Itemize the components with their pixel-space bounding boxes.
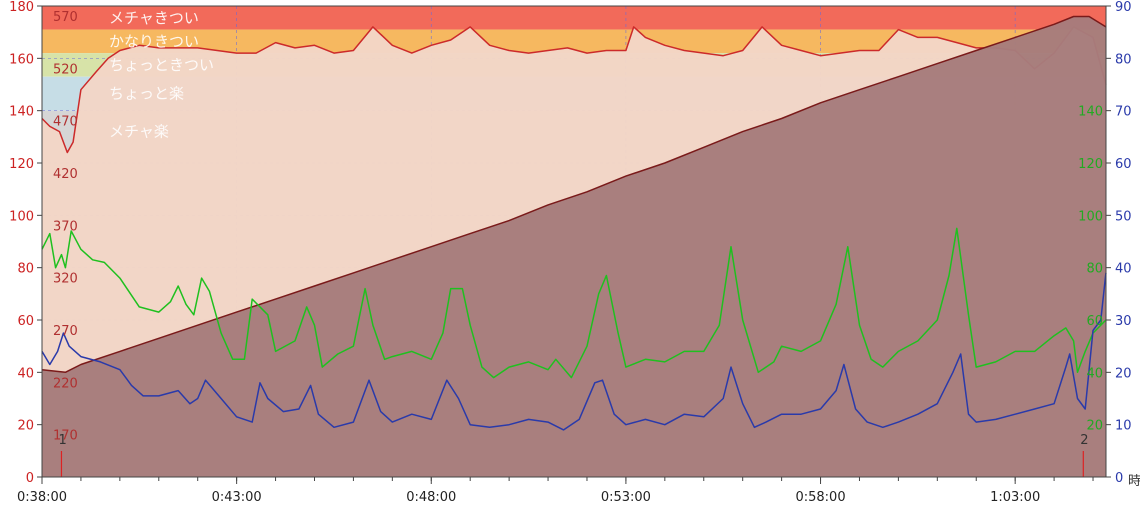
y-left-inner-tick-label-1: 220 xyxy=(53,376,78,391)
y-left-inner-tick-label-8: 570 xyxy=(53,10,78,25)
y-right-tick-label-7: 70 xyxy=(1115,105,1132,120)
y-right-inner-tick-label-3: 80 xyxy=(1086,262,1103,277)
y-left-tick-label-7: 140 xyxy=(9,105,34,120)
lap-label-1: 2 xyxy=(1080,433,1088,448)
y-left-tick-label-0: 0 xyxy=(26,471,34,486)
series-1-line xyxy=(41,15,1107,374)
y-left-inner-tick-label-3: 320 xyxy=(53,272,78,287)
zone-label-3: ちょっと楽 xyxy=(109,85,184,103)
y-left-inner-tick-label-4: 370 xyxy=(53,219,78,234)
right-axis-unit: 時 xyxy=(1128,474,1140,489)
x-tick-label-2: 0:48:00 xyxy=(406,490,456,505)
y-right-tick-label-2: 20 xyxy=(1115,366,1132,381)
zone-label-4: メチャ楽 xyxy=(109,123,169,141)
x-tick-label-5: 1:03:00 xyxy=(990,490,1040,505)
series-layer xyxy=(41,15,1107,478)
y-right-inner-tick-label-4: 100 xyxy=(1078,209,1103,224)
x-tick-label-3: 0:53:00 xyxy=(601,490,651,505)
series-0-line xyxy=(41,26,1107,154)
y-left-tick-label-5: 100 xyxy=(9,209,34,224)
y-right-inner-tick-label-0: 20 xyxy=(1086,419,1103,434)
y-right-tick-label-6: 60 xyxy=(1115,157,1132,172)
x-tick-label-1: 0:43:00 xyxy=(212,490,262,505)
y-right-tick-label-4: 40 xyxy=(1115,262,1132,277)
x-tick-label-0: 0:38:00 xyxy=(17,490,67,505)
zone-band-0 xyxy=(42,6,1106,30)
zone-label-1: かなりきつい xyxy=(109,32,199,50)
y-left-tick-label-9: 180 xyxy=(9,0,34,15)
y-right-inner-tick-label-1: 40 xyxy=(1086,366,1103,381)
y-left-inner-tick-label-0: 170 xyxy=(53,429,78,444)
lap-label-0: 1 xyxy=(58,433,66,448)
y-left-tick-label-8: 160 xyxy=(9,52,34,67)
series-1-area xyxy=(42,16,1106,477)
y-right-inner-tick-label-2: 60 xyxy=(1086,314,1103,329)
y-right-tick-label-3: 30 xyxy=(1115,314,1132,329)
y-right-tick-label-5: 50 xyxy=(1115,209,1132,224)
y-left-inner-tick-label-6: 470 xyxy=(53,115,78,130)
y-left-tick-label-6: 120 xyxy=(9,157,34,172)
zone-label-0: メチャきつい xyxy=(109,9,199,27)
series-2-line xyxy=(41,227,1107,379)
plot-frame xyxy=(41,5,1107,478)
y-right-tick-label-0: 0 xyxy=(1115,471,1123,486)
y-right-inner-tick-label-6: 140 xyxy=(1078,105,1103,120)
y-right-tick-label-8: 80 xyxy=(1115,52,1132,67)
y-right-inner-tick-label-5: 120 xyxy=(1078,157,1103,172)
y-left-inner-tick-label-7: 520 xyxy=(53,62,78,77)
axes: 0204060801001201401601801702202703203704… xyxy=(9,0,1140,505)
y-left-tick-label-2: 40 xyxy=(17,366,34,381)
y-left-inner-tick-label-2: 270 xyxy=(53,324,78,339)
y-left-tick-label-1: 20 xyxy=(17,419,34,434)
y-right-tick-label-1: 10 xyxy=(1115,419,1132,434)
x-tick-label-4: 0:58:00 xyxy=(795,490,845,505)
y-right-tick-label-9: 90 xyxy=(1115,0,1132,15)
y-left-inner-tick-label-5: 420 xyxy=(53,167,78,182)
y-left-tick-label-4: 80 xyxy=(17,262,34,277)
zone-label-2: ちょっときつい xyxy=(109,56,214,74)
series-3-line xyxy=(41,272,1107,431)
y-left-tick-label-3: 60 xyxy=(17,314,34,329)
